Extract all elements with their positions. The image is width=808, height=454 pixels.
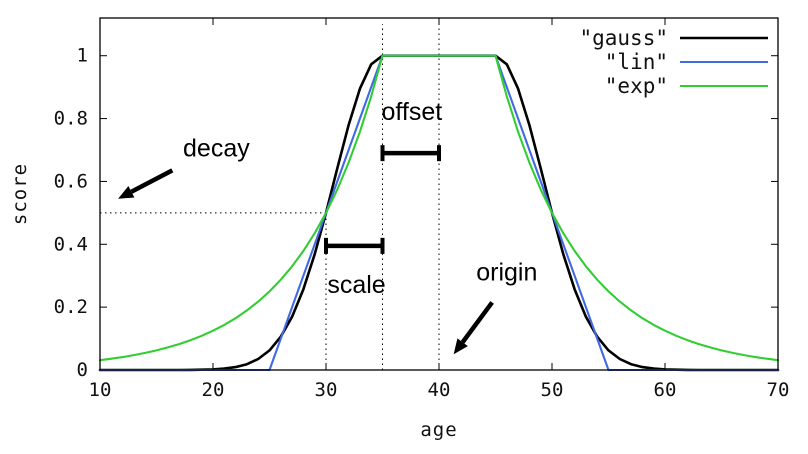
x-tick-label: 50: [541, 379, 564, 401]
x-tick-label: 30: [315, 379, 338, 401]
annotation-label-scale: scale: [327, 271, 385, 299]
x-axis-label: age: [420, 419, 457, 441]
series-exp: [98, 54, 780, 362]
legend-label-exp: "exp": [605, 74, 668, 98]
legend: "gauss""lin""exp": [579, 26, 768, 98]
annotation-label-origin: origin: [476, 258, 537, 286]
x-tick-label: 40: [428, 379, 451, 401]
y-axis-label: score: [9, 163, 31, 225]
legend-label-lin: "lin": [605, 50, 668, 74]
decay-arrow-head: [118, 186, 135, 199]
axes: 10 20 30 40 50 60 70 0 0.2 0.4 0.6 0.8 1 age score: [9, 18, 789, 441]
origin-arrow-head: [453, 338, 468, 355]
decay-arrow-shaft: [130, 168, 174, 194]
annotation-label-decay: decay: [183, 134, 250, 162]
x-tick-label: 60: [654, 379, 677, 401]
y-tick-label: 0.2: [54, 296, 88, 318]
dotted-guides: [100, 24, 440, 370]
y-tick-label: 0: [77, 359, 88, 381]
y-tick-label: 0.6: [54, 170, 88, 192]
y-tick-label: 0.4: [54, 233, 88, 255]
x-tick-label: 20: [202, 379, 225, 401]
x-tick-label: 10: [89, 379, 112, 401]
origin-arrow-shaft: [460, 301, 494, 344]
y-tick-label: 1: [77, 45, 88, 67]
x-tick-label: 70: [767, 379, 790, 401]
legend-label-gauss: "gauss": [579, 26, 668, 50]
y-tick-label: 0.8: [54, 108, 88, 130]
annotation-label-offset: offset: [382, 98, 443, 126]
annotations: decay offset scale origin: [118, 98, 537, 355]
